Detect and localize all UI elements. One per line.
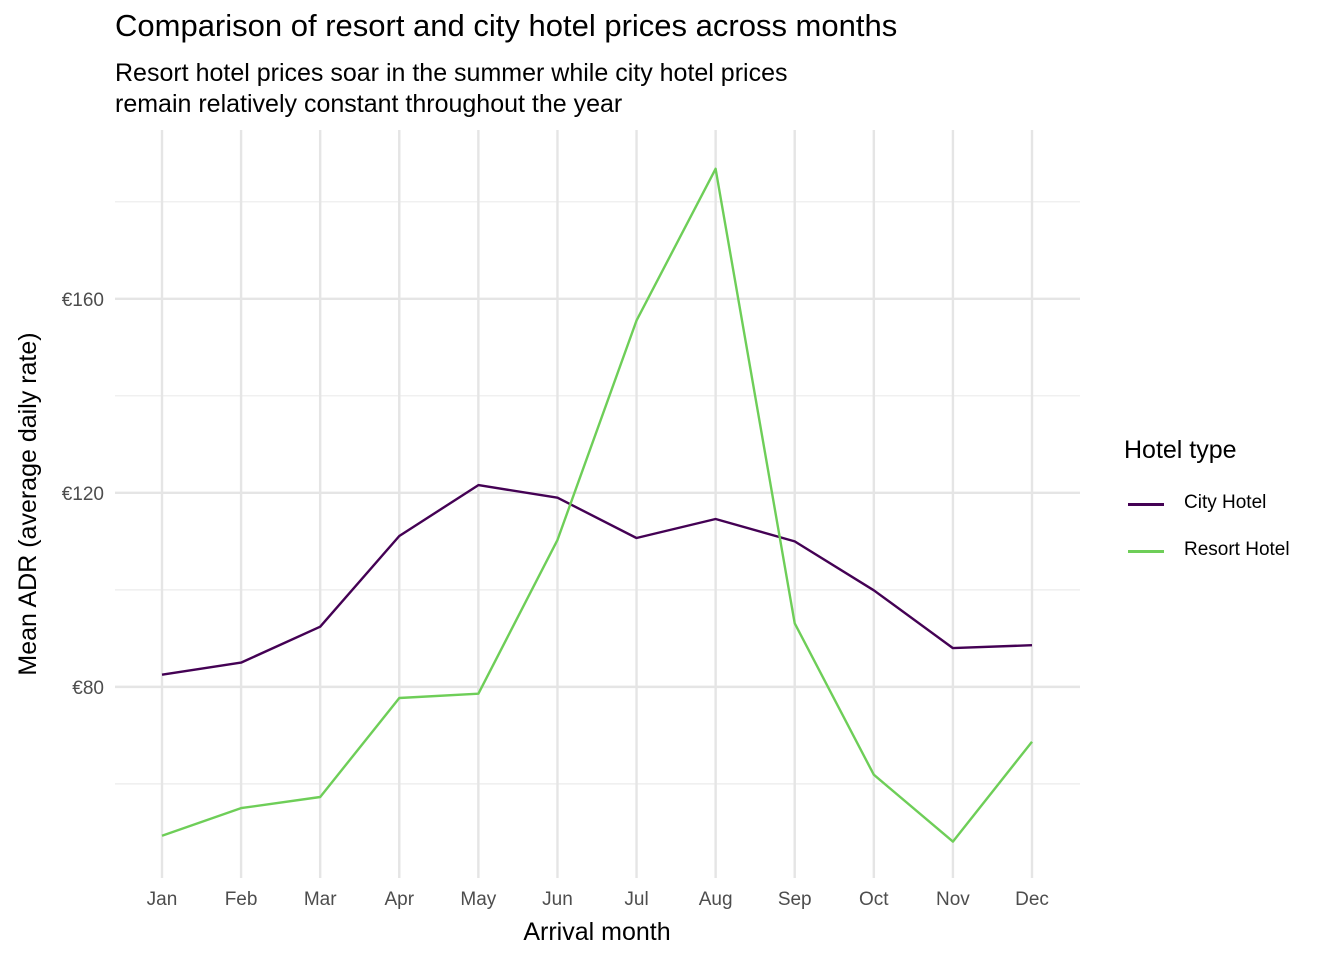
legend-label-resort-hotel: Resort Hotel (1184, 539, 1290, 560)
y-tick-label: €120 (62, 484, 104, 505)
chart-title: Comparison of resort and city hotel pric… (115, 8, 898, 43)
x-axis-label: Arrival month (523, 918, 670, 946)
series-lines (161, 167, 1033, 843)
x-tick-label: Jan (147, 889, 178, 910)
legend-key-resort-hotel (1128, 550, 1164, 553)
x-axis-ticks: Jan Feb Mar Apr May Jun Jul Aug Sep Oct Nov Dec (147, 889, 1049, 910)
x-tick-label: Apr (384, 889, 414, 910)
x-tick-label: Jul (624, 889, 648, 910)
y-tick-label: €80 (72, 678, 104, 699)
legend-label-city-hotel: City Hotel (1184, 492, 1267, 513)
x-tick-label: Mar (304, 889, 337, 910)
subtitle-line-2: remain relatively constant throughout th… (115, 90, 623, 118)
x-tick-label: Oct (859, 889, 889, 910)
x-tick-label: Feb (225, 889, 258, 910)
y-tick-label: €160 (62, 290, 104, 311)
series-line-resort-hotel (161, 167, 1033, 843)
legend-title: Hotel type (1124, 436, 1237, 464)
series-line-city-hotel (161, 483, 1033, 676)
x-tick-label: Aug (699, 889, 733, 910)
y-axis-ticks: €80 €120 €160 (62, 290, 104, 699)
x-tick-label: Dec (1015, 889, 1049, 910)
x-tick-label: May (460, 889, 496, 910)
x-tick-label: Nov (936, 889, 970, 910)
chart-subtitle: Resort hotel prices soar in the summer w… (115, 58, 1015, 120)
legend: Hotel type City Hotel Resort Hotel (1124, 436, 1290, 560)
x-tick-label: Sep (778, 889, 812, 910)
y-axis-label: Mean ADR (average daily rate) (14, 332, 42, 675)
legend-key-city-hotel (1128, 503, 1164, 506)
x-tick-label: Jun (542, 889, 573, 910)
gridlines (115, 130, 1080, 878)
subtitle-line-1: Resort hotel prices soar in the summer w… (115, 59, 788, 87)
